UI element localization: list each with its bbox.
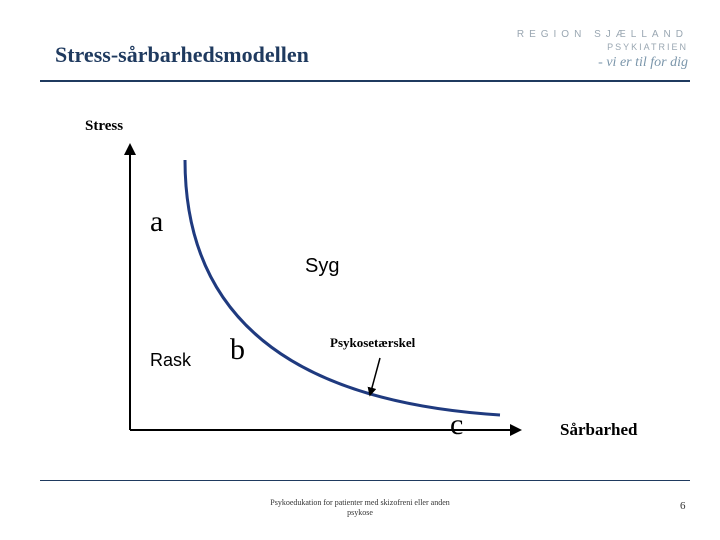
y-axis-label: Stress (85, 118, 123, 135)
x-axis-label: Sårbarhed (560, 420, 637, 440)
point-label-b: b (230, 333, 245, 367)
slide: REGION SJÆLLAND PSYKIATRIEN - vi er til … (0, 0, 720, 540)
region-label-rask: Rask (150, 350, 191, 371)
stress-vulnerability-chart (0, 0, 720, 540)
slide-number: 6 (680, 500, 686, 512)
footer-line1: Psykoedukation for patienter med skizofr… (270, 498, 450, 507)
region-label-syg: Syg (305, 255, 339, 278)
point-label-a: a (150, 205, 163, 239)
point-label-c: c (450, 408, 463, 442)
footer-caption: Psykoedukation for patienter med skizofr… (210, 498, 510, 517)
threshold-label: Psykosetærskel (330, 335, 415, 351)
footer-line2: psykose (347, 508, 373, 517)
